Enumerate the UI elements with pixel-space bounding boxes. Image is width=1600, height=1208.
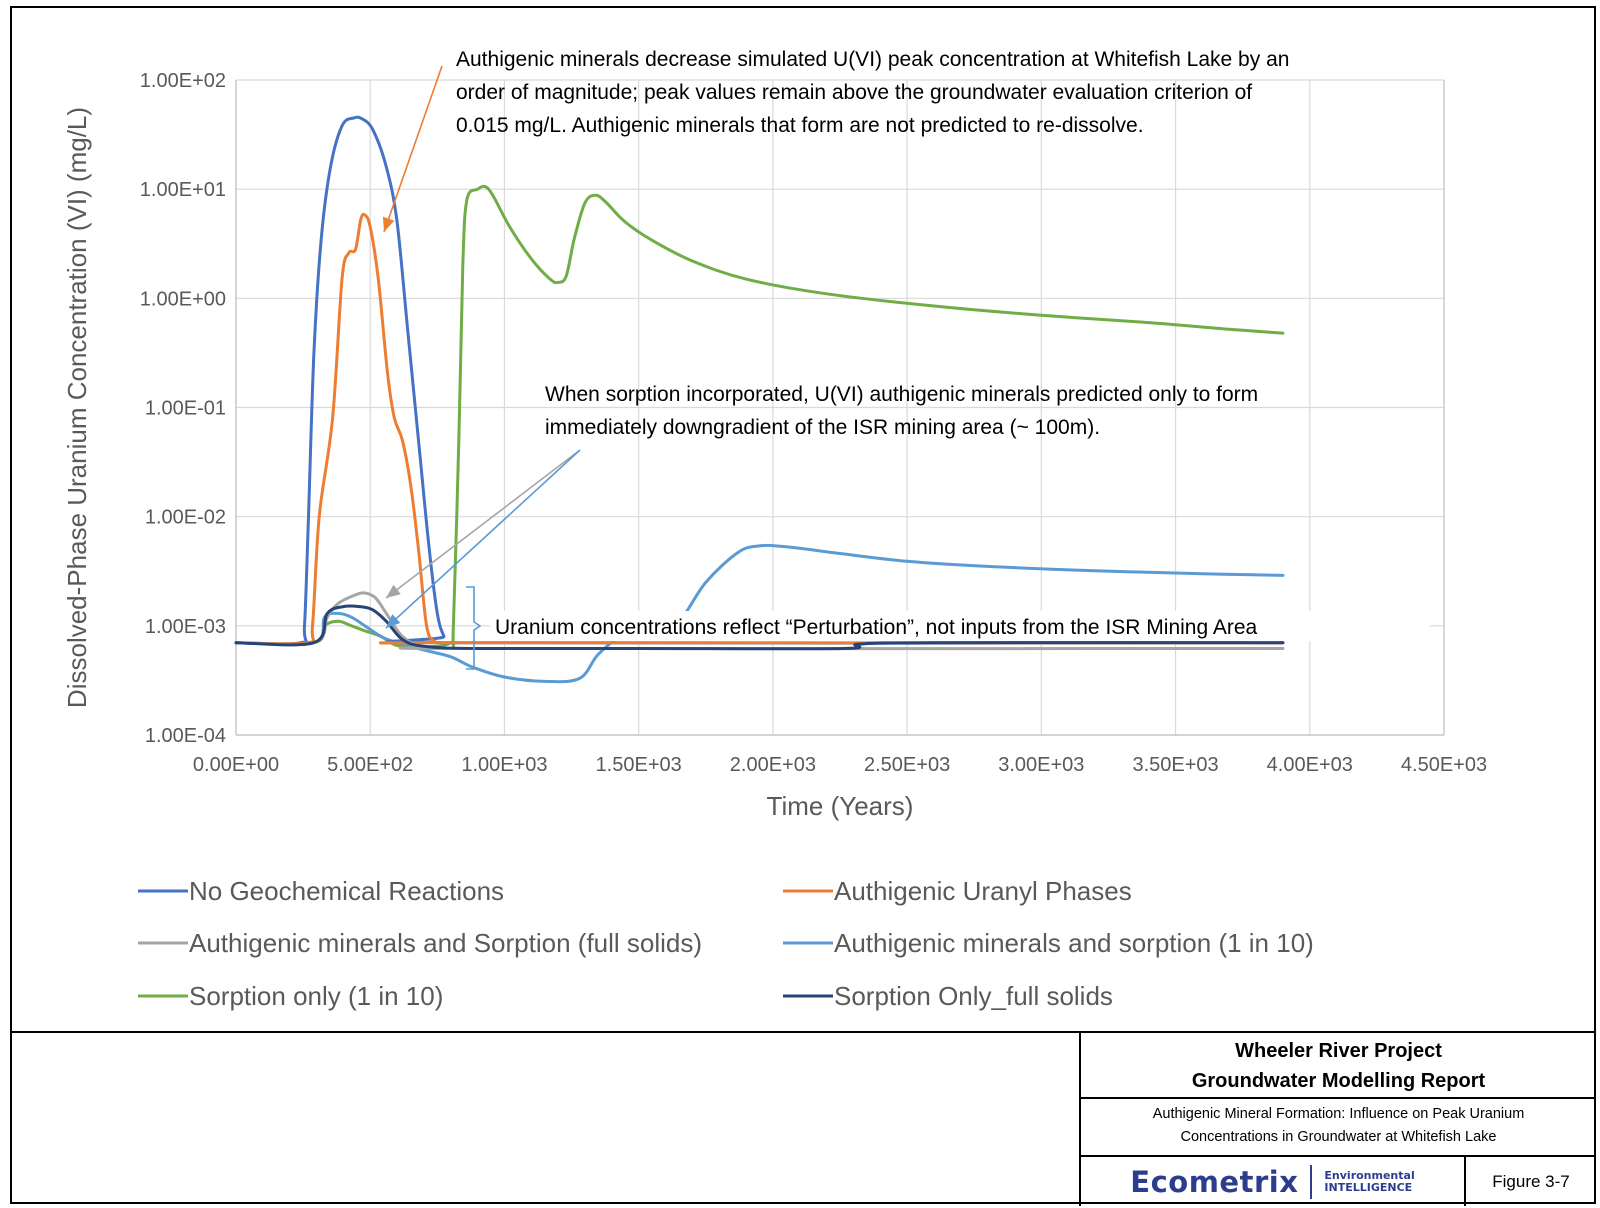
title-block-left-rule: [1079, 1031, 1081, 1206]
annotation-authigenic-line: order of magnitude; peak values remain a…: [456, 81, 1252, 104]
annotation-sorption-line: When sorption incorporated, U(VI) authig…: [545, 383, 1258, 406]
project-title-cell: Wheeler River Project Groundwater Modell…: [1081, 1033, 1596, 1097]
annotation-authigenic-line: Authigenic minerals decrease simulated U…: [456, 48, 1289, 71]
legend-authigenic-sorption-full-label: Authigenic minerals and Sorption (full s…: [189, 928, 702, 958]
x-tick-label: 5.00E+02: [327, 754, 413, 776]
x-axis-title: Time (Years): [767, 791, 914, 821]
annotation-perturbation-background: [490, 611, 1430, 641]
chart-series: [234, 115, 1285, 684]
chart-annotations: Authigenic minerals decrease simulated U…: [382, 48, 1430, 670]
legend-no-geochemical-label: No Geochemical Reactions: [189, 876, 504, 906]
arrow-sorption-blue-head: [386, 614, 401, 628]
x-tick-label: 4.00E+03: [1267, 754, 1353, 776]
figure-number-cell: Figure 3-7: [1466, 1157, 1596, 1206]
series-line-authigenic-uranyl: [234, 212, 1285, 646]
y-tick-label: 1.00E+00: [140, 288, 226, 310]
y-tick-label: 1.00E-03: [145, 616, 226, 638]
arrow-authigenic-head: [382, 216, 395, 232]
x-tick-label: 2.00E+03: [730, 754, 816, 776]
arrow-authigenic-shaft: [383, 65, 443, 233]
y-tick-label: 1.00E+01: [140, 179, 226, 201]
annotation-authigenic-line: 0.015 mg/L. Authigenic minerals that for…: [456, 114, 1144, 137]
title-block-top-rule: [12, 1031, 1596, 1033]
ecometrix-logo: Ecometrix: [1130, 1164, 1299, 1199]
project-name: Wheeler River Project: [1235, 1040, 1442, 1062]
y-tick-label: 1.00E+02: [140, 70, 226, 92]
annotation-perturbation-line: Uranium concentrations reflect “Perturba…: [495, 616, 1258, 639]
legend-authigenic-sorption-1in10-label: Authigenic minerals and sorption (1 in 1…: [834, 928, 1314, 958]
series-line-authigenic-sorption-1in10: [234, 543, 1285, 684]
uranium-concentration-chart: 1.00E-04 1.00E-03 1.00E-02 1.00E-01 1.00E+00…: [62, 48, 1487, 1011]
x-tick-label: 0.00E+00: [193, 754, 279, 776]
x-tick-label: 3.50E+03: [1132, 754, 1218, 776]
logo-tagline: Environmental INTELLIGENCE: [1324, 1168, 1415, 1194]
annotation-sorption-line: immediately downgradient of the ISR mini…: [545, 416, 1100, 439]
logo-divider: [1310, 1164, 1313, 1199]
annotation-perturbation-bracket: [466, 586, 482, 670]
title-block-rule-2: [1081, 1097, 1596, 1099]
series-line-sorption-full-solids: [234, 604, 1285, 651]
y-tick-label: 1.00E-04: [145, 725, 226, 747]
figure-frame: [10, 6, 1596, 1204]
y-axis-title: Dissolved-Phase Uranium Concentration (V…: [62, 107, 92, 708]
x-tick-label: 1.00E+03: [461, 754, 547, 776]
logo-tagline-2: INTELLIGENCE: [1324, 1180, 1413, 1194]
legend-authigenic-uranyl-label: Authigenic Uranyl Phases: [834, 876, 1132, 906]
x-tick-label: 2.50E+03: [864, 754, 950, 776]
legend-sorption-full-solids-label: Sorption Only_full solids: [834, 981, 1113, 1011]
figure-description-cell: Authigenic Mineral Formation: Influence …: [1081, 1099, 1596, 1155]
x-tick-label: 4.50E+03: [1401, 754, 1487, 776]
legend-sorption-1in10-label: Sorption only (1 in 10): [189, 981, 443, 1011]
figure-number: Figure 3-7: [1492, 1172, 1570, 1191]
figure-description-line1: Authigenic Mineral Formation: Influence …: [1152, 1106, 1525, 1122]
y-tick-label: 1.00E-01: [145, 398, 226, 420]
arrow-sorption-blue-shaft: [385, 449, 581, 629]
report-name: Groundwater Modelling Report: [1191, 1070, 1486, 1092]
x-tick-label: 1.50E+03: [596, 754, 682, 776]
logo-cell: Ecometrix Environmental INTELLIGENCE: [1081, 1157, 1464, 1206]
chart-legend: No Geochemical Reactions Authigenic Urany…: [138, 876, 1314, 1011]
series-line-no-geochemical: [234, 115, 1285, 646]
figure-description-line2: Concentrations in Groundwater at Whitefi…: [1180, 1129, 1497, 1145]
y-tick-label: 1.00E-02: [145, 507, 226, 529]
arrow-sorption-grey-head: [386, 584, 401, 598]
title-block-rule-4: [1464, 1157, 1466, 1206]
chart-axes: 1.00E-04 1.00E-03 1.00E-02 1.00E-01 1.00E+00…: [62, 70, 1487, 821]
arrow-sorption-grey-shaft: [385, 449, 581, 599]
x-tick-label: 3.00E+03: [998, 754, 1084, 776]
logo-tagline-1: Environmental: [1324, 1168, 1415, 1182]
title-block-rule-3: [1081, 1155, 1596, 1157]
